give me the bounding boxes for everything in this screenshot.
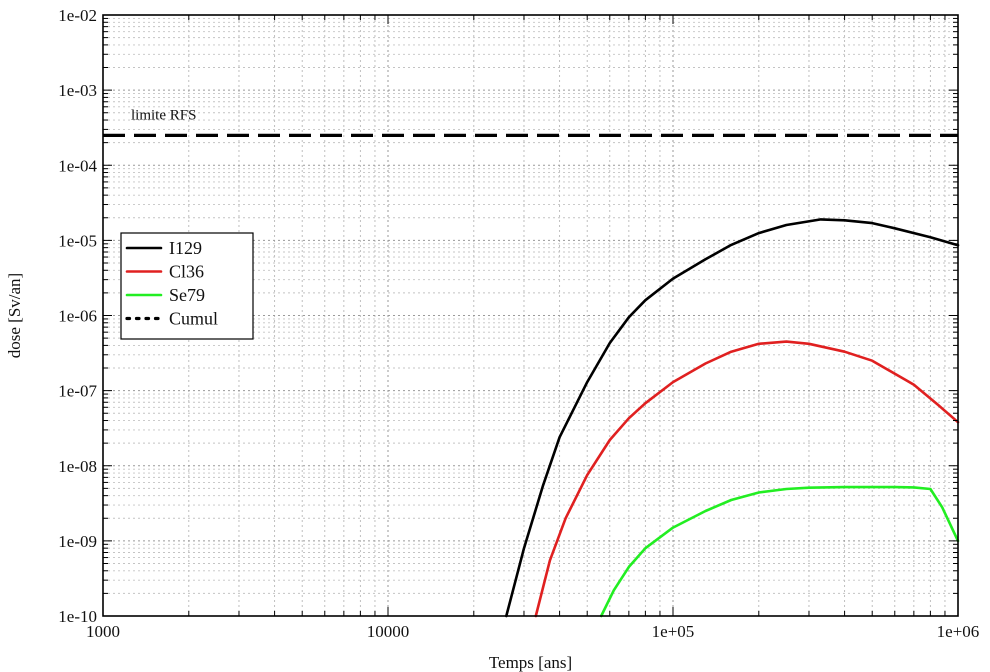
x-tick-label: 10000 bbox=[367, 622, 410, 641]
legend-label-cl36: Cl36 bbox=[169, 262, 204, 282]
series-line-cl36 bbox=[534, 340, 960, 618]
y-tick-label: 1e-08 bbox=[58, 457, 97, 476]
y-tick-label: 1e-03 bbox=[58, 81, 97, 100]
legend-label-se79: Se79 bbox=[169, 285, 205, 305]
legend-label-i129: I129 bbox=[169, 238, 202, 258]
legend: I129 Cl36 Se79 Cumul bbox=[120, 232, 254, 340]
reference-line-label: limite RFS bbox=[131, 107, 196, 123]
y-tick-label: 1e-04 bbox=[58, 156, 97, 175]
y-tick-label: 1e-05 bbox=[58, 231, 97, 250]
y-tick-label: 1e-10 bbox=[58, 607, 97, 626]
x-tick-label: 1e+05 bbox=[652, 622, 695, 641]
legend-box bbox=[120, 232, 254, 340]
tick-labels: 1000 10000 1e+05 1e+06 1e-10 1e-09 1e-08 1e-07 1… bbox=[58, 6, 979, 641]
x-tick-label: 1e+06 bbox=[937, 622, 980, 641]
y-tick-label: 1e-09 bbox=[58, 532, 97, 551]
y-tick-label: 1e-02 bbox=[58, 6, 97, 25]
reference-lines: limite RFS bbox=[103, 107, 958, 137]
x-axis-title: Temps [ans] bbox=[489, 653, 572, 672]
y-tick-label: 1e-06 bbox=[58, 307, 97, 326]
y-tick-label: 1e-07 bbox=[58, 382, 97, 401]
x-tick-label: 1000 bbox=[86, 622, 120, 641]
series-lines bbox=[504, 218, 960, 618]
series-line-i129 bbox=[504, 218, 960, 618]
legend-label-cumul: Cumul bbox=[169, 309, 218, 329]
axis-ticks bbox=[102, 15, 958, 617]
y-axis-title: dose [Sv/an] bbox=[5, 273, 24, 358]
series-line-se79 bbox=[599, 485, 960, 618]
